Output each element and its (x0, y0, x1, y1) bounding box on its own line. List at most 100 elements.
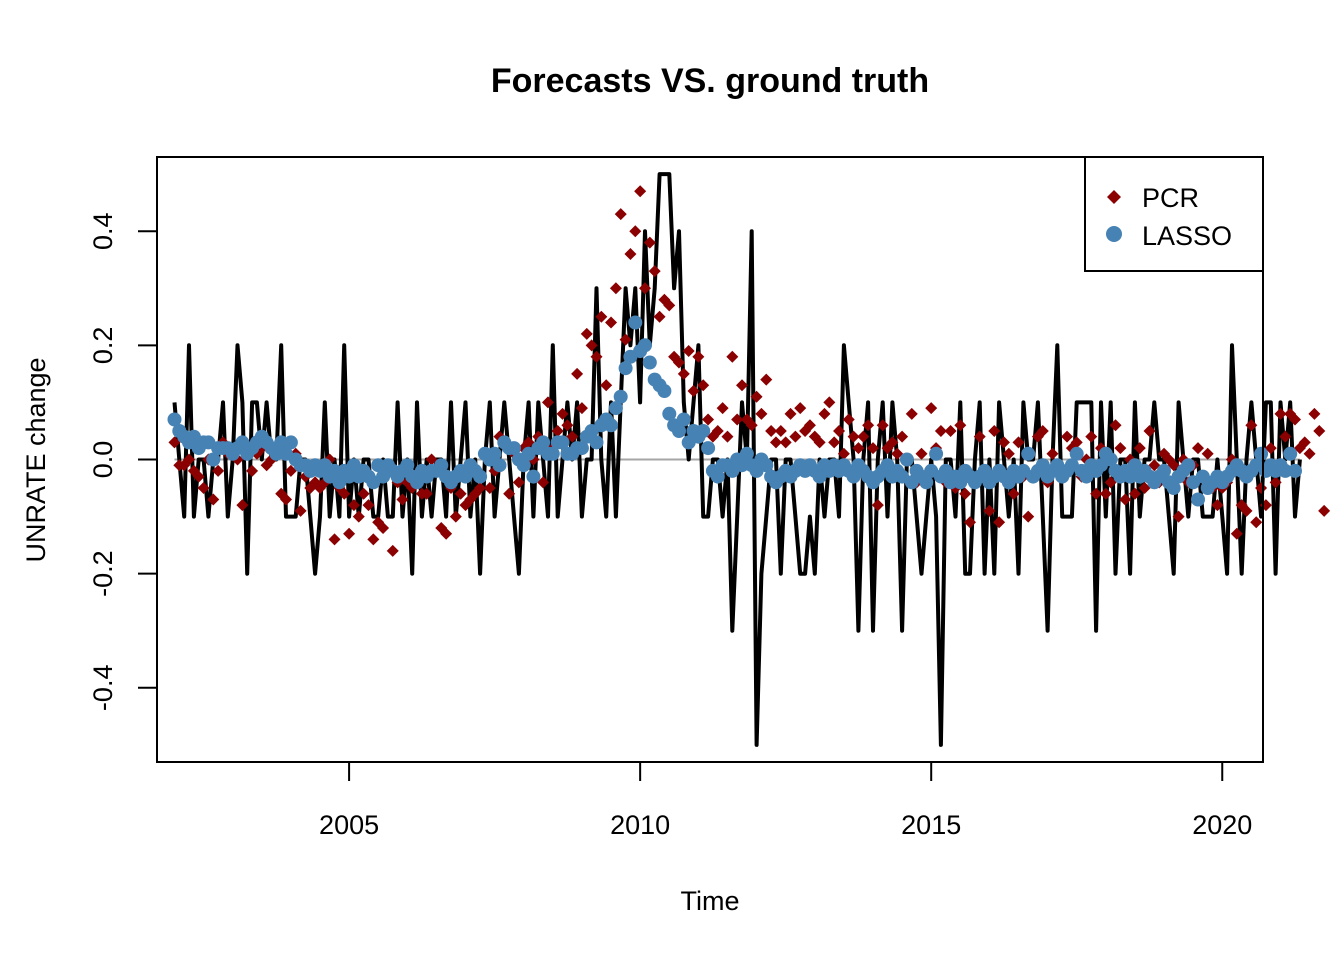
pcr-point (750, 390, 763, 403)
pcr-point (629, 225, 642, 238)
legend: PCR LASSO (1084, 156, 1264, 272)
legend-lasso-marker (1106, 226, 1122, 242)
pcr-point (338, 487, 351, 500)
pcr-point (857, 430, 870, 443)
y-tick-label: 0.2 (88, 327, 118, 365)
pcr-point (386, 544, 399, 557)
legend-box (1084, 156, 1264, 272)
pcr-point (561, 419, 574, 432)
pcr-point (212, 464, 225, 477)
pcr-point (997, 436, 1010, 449)
pcr-point (614, 208, 627, 221)
y-tick-label: -0.4 (88, 665, 118, 712)
pcr-point (1318, 504, 1331, 517)
pcr-point (294, 504, 307, 517)
pcr-point (1255, 482, 1268, 495)
pcr-point (842, 413, 855, 426)
pcr-point (803, 419, 816, 432)
pcr-point (1022, 510, 1035, 523)
pcr-point (852, 442, 865, 455)
lasso-point (167, 412, 182, 427)
pcr-point (833, 424, 846, 437)
pcr-point (731, 413, 744, 426)
pcr-point (954, 419, 967, 432)
lasso-point (710, 469, 725, 484)
pcr-point (726, 350, 739, 363)
pcr-point (1274, 407, 1287, 420)
pcr-point (503, 487, 516, 500)
pcr-point (847, 430, 860, 443)
pcr-point (1230, 527, 1243, 540)
pcr-point (736, 379, 749, 392)
lasso-point (899, 452, 914, 467)
pcr-point (609, 282, 622, 295)
lasso-point (672, 424, 686, 438)
y-axis-label: UNRATE change (21, 357, 51, 562)
pcr-point (648, 265, 661, 278)
pcr-point (396, 493, 409, 506)
pcr-point (585, 339, 598, 352)
pcr-point (183, 453, 196, 466)
pcr-point (934, 424, 947, 437)
pcr-point (886, 436, 899, 449)
lasso-point (735, 458, 749, 473)
plot-area (167, 172, 1331, 747)
pcr-point (1119, 493, 1132, 506)
y-tick-label: 0.4 (88, 212, 118, 250)
lasso-point (274, 435, 289, 450)
x-tick-label: 2005 (319, 810, 379, 840)
pcr-point (973, 430, 986, 443)
pcr-point (682, 345, 695, 358)
pcr-point (1289, 413, 1302, 426)
pcr-point (711, 424, 724, 437)
pcr-point (367, 533, 380, 546)
x-tick-label: 2020 (1192, 810, 1252, 840)
lasso-point (638, 338, 652, 353)
legend-pcr-label: PCR (1142, 183, 1199, 213)
pcr-point (1313, 424, 1326, 437)
lasso-point (487, 446, 502, 461)
pcr-point (556, 407, 569, 420)
pcr-point (440, 527, 453, 540)
pcr-point (866, 442, 879, 455)
pcr-point (541, 396, 554, 409)
lasso-point (492, 458, 507, 473)
pcr-point (1245, 419, 1258, 432)
pcr-point (590, 350, 603, 363)
lasso-point (589, 435, 604, 450)
pcr-point (522, 436, 535, 449)
pcr-point (1279, 430, 1292, 443)
lasso-point (1103, 452, 1118, 467)
pcr-point (192, 470, 205, 483)
pcr-point (1201, 447, 1214, 460)
x-tick-label: 2010 (610, 810, 670, 840)
pcr-point (246, 464, 259, 477)
y-axis: -0.4 -0.2 0.0 0.2 0.4 (88, 212, 158, 712)
lasso-point (1283, 446, 1298, 461)
legend-lasso-label: LASSO (1142, 221, 1232, 251)
pcr-point (774, 424, 787, 437)
pcr-point (1061, 430, 1074, 443)
pcr-point (1211, 499, 1224, 512)
pcr-point (571, 367, 584, 380)
pcr-point (692, 350, 705, 363)
lasso-point (696, 424, 711, 438)
pcr-point (580, 327, 593, 340)
pcr-point (624, 248, 637, 261)
legend-pcr-marker (1107, 190, 1121, 204)
pcr-point (1240, 504, 1253, 517)
pcr-point (343, 527, 356, 540)
lasso-point (516, 458, 531, 473)
pcr-point (1148, 459, 1161, 472)
pcr-point (638, 282, 651, 295)
pcr-point (1303, 447, 1316, 460)
pcr-point (600, 379, 613, 392)
lasso-point (739, 446, 754, 461)
lasso-point (371, 458, 386, 473)
pcr-point (1191, 442, 1204, 455)
pcr-point (993, 516, 1006, 529)
y-tick-label: 0.0 (88, 441, 118, 479)
pcr-point (1070, 436, 1083, 449)
pcr-point (697, 379, 710, 392)
lasso-point (1021, 446, 1036, 461)
